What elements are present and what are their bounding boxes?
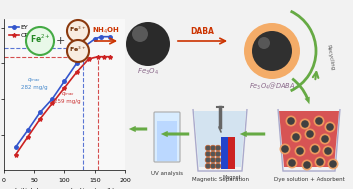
Text: Fe$^{3+}$: Fe$^{3+}$ [69,24,87,34]
Polygon shape [279,111,339,167]
Circle shape [281,145,289,153]
Circle shape [280,143,291,154]
Text: DABA: DABA [190,27,214,36]
CR [108,56,112,58]
Circle shape [210,151,216,157]
Circle shape [323,146,334,156]
Text: UV analysis: UV analysis [151,171,183,176]
Circle shape [205,151,211,157]
Text: NH$_4$OH: NH$_4$OH [92,26,120,36]
X-axis label: Initial dye concentration (mg/L): Initial dye concentration (mg/L) [15,188,114,189]
Circle shape [205,163,211,169]
Polygon shape [194,111,246,167]
CR [74,71,79,73]
Circle shape [126,22,170,66]
CR [96,56,100,58]
Circle shape [210,145,216,151]
Circle shape [311,145,319,153]
Circle shape [258,37,270,49]
Circle shape [299,119,311,129]
EY [108,36,112,38]
Circle shape [292,133,300,141]
Circle shape [294,146,305,156]
Text: $q_{max}$
259 mg/g: $q_{max}$ 259 mg/g [54,90,81,104]
Circle shape [205,157,211,163]
Circle shape [67,20,89,42]
CR [50,102,54,105]
Circle shape [316,158,324,166]
Circle shape [215,145,221,151]
CR [38,118,42,120]
Text: Fe$^{2+}$: Fe$^{2+}$ [30,33,50,45]
Text: Magnet: Magnet [223,175,241,180]
Circle shape [303,161,311,169]
Text: Dye solution + Adsorbent: Dye solution + Adsorbent [274,177,345,182]
Circle shape [287,157,298,169]
Circle shape [305,129,316,139]
Circle shape [329,160,337,168]
Text: Fe$_3$O$_4$@DABA: Fe$_3$O$_4$@DABA [249,81,295,92]
EY [99,36,103,38]
Circle shape [252,31,292,71]
CR [62,87,66,89]
Circle shape [244,23,300,79]
Circle shape [288,159,296,167]
Text: Magnetic Separation: Magnetic Separation [191,177,249,182]
Text: +: + [55,36,65,46]
Circle shape [215,157,221,163]
Circle shape [67,40,89,62]
Circle shape [287,117,295,125]
Circle shape [301,160,312,170]
Circle shape [324,122,335,132]
CR [87,58,91,60]
EY [26,129,30,131]
Circle shape [205,145,211,151]
FancyBboxPatch shape [154,112,180,162]
Circle shape [210,163,216,169]
Circle shape [319,133,330,145]
Bar [157,121,177,161]
Circle shape [215,151,221,157]
Circle shape [310,143,321,154]
Circle shape [306,130,314,138]
Circle shape [324,147,332,155]
EY [14,146,18,148]
Circle shape [215,163,221,169]
EY [62,80,66,82]
EY [50,98,54,100]
EY [74,62,79,64]
Circle shape [315,156,325,167]
Circle shape [301,120,309,128]
Circle shape [210,157,216,163]
Line: CR: CR [14,55,112,157]
Circle shape [321,135,329,143]
Text: Fe$^{3+}$: Fe$^{3+}$ [69,44,87,54]
Text: Recycling: Recycling [326,44,335,70]
Circle shape [315,117,323,125]
Text: Fe$_3$O$_4$: Fe$_3$O$_4$ [137,67,159,77]
Circle shape [328,159,339,170]
CR [26,136,30,138]
Legend: EY, CR: EY, CR [7,22,31,41]
Circle shape [326,123,334,131]
Line: EY: EY [14,35,112,149]
CR [14,153,18,156]
EY [93,38,97,40]
Circle shape [291,132,301,143]
Circle shape [286,115,297,126]
Circle shape [132,26,148,42]
Text: $q_{max}$
282 mg/g: $q_{max}$ 282 mg/g [21,77,47,90]
CR [102,56,106,58]
Circle shape [313,115,324,126]
Circle shape [26,27,54,55]
Bar [228,137,235,169]
Circle shape [296,147,304,155]
Bar [221,137,228,169]
EY [80,47,85,49]
EY [38,111,42,113]
